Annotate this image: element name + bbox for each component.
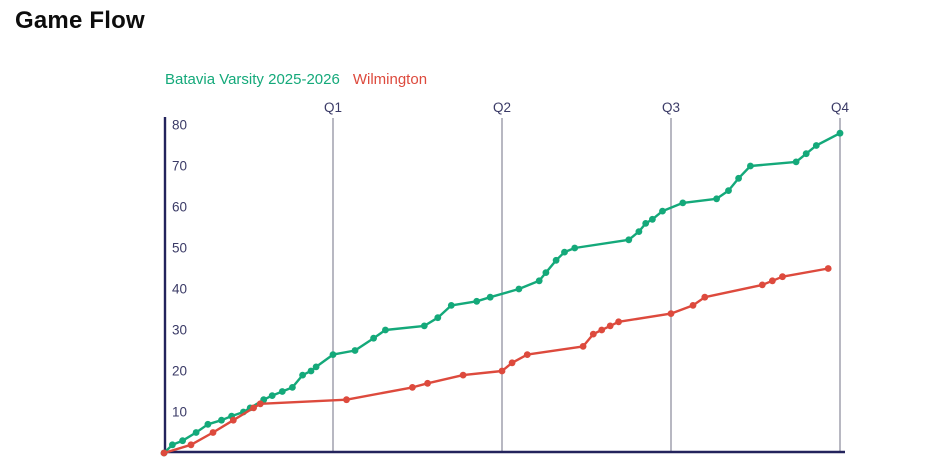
data-point-batavia[interactable] (679, 199, 687, 207)
y-tick-label-30: 30 (172, 323, 187, 338)
data-point-batavia[interactable] (179, 437, 187, 445)
data-point-batavia[interactable] (370, 334, 377, 342)
data-point-wilmington[interactable] (229, 416, 237, 424)
y-tick-label-50: 50 (172, 241, 187, 256)
data-point-batavia[interactable] (812, 142, 820, 149)
data-point-batavia[interactable] (312, 363, 320, 371)
data-point-batavia[interactable] (473, 297, 481, 305)
chart-legend: Batavia Varsity 2025-2026 Wilmington (165, 70, 427, 89)
data-point-batavia[interactable] (571, 244, 579, 252)
data-point-wilmington[interactable] (343, 396, 350, 404)
legend-item-batavia[interactable]: Batavia Varsity 2025-2026 (165, 70, 340, 89)
data-point-wilmington[interactable] (589, 330, 597, 338)
data-point-batavia[interactable] (268, 392, 276, 399)
y-tick-label-80: 80 (172, 118, 187, 133)
data-point-wilmington[interactable] (606, 322, 614, 330)
data-point-batavia[interactable] (659, 207, 666, 215)
data-point-batavia[interactable] (635, 228, 643, 236)
data-point-batavia[interactable] (329, 351, 337, 358)
data-point-wilmington[interactable] (689, 302, 697, 309)
data-point-wilmington[interactable] (256, 400, 264, 408)
x-label-q4: Q4 (831, 100, 850, 115)
data-point-batavia[interactable] (447, 302, 455, 309)
data-point-batavia[interactable] (735, 174, 742, 182)
data-point-batavia[interactable] (434, 314, 442, 322)
data-point-wilmington[interactable] (209, 429, 217, 436)
data-point-wilmington[interactable] (498, 367, 506, 375)
data-point-wilmington[interactable] (701, 293, 709, 301)
y-tick-label-60: 60 (172, 200, 187, 215)
data-point-wilmington[interactable] (424, 379, 431, 387)
data-point-batavia[interactable] (713, 195, 720, 203)
data-point-batavia[interactable] (299, 371, 306, 379)
page-title: Game Flow (15, 7, 145, 34)
x-label-q3: Q3 (662, 100, 680, 115)
legend-item-wilmington[interactable]: Wilmington (353, 70, 427, 89)
data-point-wilmington[interactable] (824, 265, 832, 272)
data-point-batavia[interactable] (218, 416, 225, 424)
data-point-wilmington[interactable] (579, 343, 587, 350)
data-point-wilmington[interactable] (187, 441, 195, 449)
legend-label-wilmington: Wilmington (352, 71, 428, 88)
data-point-batavia[interactable] (747, 162, 754, 170)
data-point-wilmington[interactable] (459, 371, 467, 379)
y-tick-label-70: 70 (172, 159, 187, 174)
data-point-wilmington[interactable] (523, 351, 531, 358)
data-point-wilmington[interactable] (615, 318, 622, 326)
data-point-batavia[interactable] (486, 293, 494, 301)
x-label-q2: Q2 (493, 100, 511, 115)
data-point-batavia[interactable] (552, 256, 560, 264)
legend-label-batavia: Batavia Varsity 2025-2026 (165, 71, 340, 88)
y-tick-label-10: 10 (172, 405, 187, 420)
data-point-batavia[interactable] (204, 420, 212, 428)
x-label-q1: Q1 (324, 100, 342, 115)
data-point-batavia[interactable] (561, 248, 568, 256)
data-point-batavia[interactable] (802, 150, 810, 158)
data-point-wilmington[interactable] (758, 281, 766, 289)
data-point-wilmington[interactable] (508, 359, 516, 367)
data-point-batavia[interactable] (642, 220, 650, 227)
data-point-batavia[interactable] (382, 326, 389, 334)
data-point-batavia[interactable] (192, 429, 200, 436)
y-tick-label-40: 40 (172, 282, 187, 297)
data-point-batavia[interactable] (351, 347, 359, 354)
data-point-wilmington[interactable] (250, 404, 257, 412)
data-point-wilmington[interactable] (160, 449, 168, 457)
data-point-batavia[interactable] (542, 269, 550, 276)
data-point-batavia[interactable] (515, 285, 523, 293)
data-point-wilmington[interactable] (779, 273, 786, 281)
data-point-wilmington[interactable] (598, 326, 606, 334)
data-point-wilmington[interactable] (667, 310, 675, 317)
data-point-batavia[interactable] (535, 277, 543, 285)
data-point-batavia[interactable] (649, 215, 656, 223)
data-point-batavia[interactable] (625, 236, 633, 244)
y-tick-label-20: 20 (172, 364, 187, 379)
data-point-batavia[interactable] (289, 384, 296, 391)
data-point-batavia[interactable] (792, 158, 800, 166)
data-point-batavia[interactable] (725, 187, 732, 195)
data-point-batavia[interactable] (169, 441, 176, 449)
data-point-batavia[interactable] (278, 388, 286, 395)
data-point-wilmington[interactable] (769, 277, 776, 285)
data-point-batavia[interactable] (307, 367, 315, 375)
data-point-wilmington[interactable] (409, 384, 416, 391)
data-point-batavia[interactable] (836, 129, 844, 137)
data-point-batavia[interactable] (420, 322, 428, 330)
